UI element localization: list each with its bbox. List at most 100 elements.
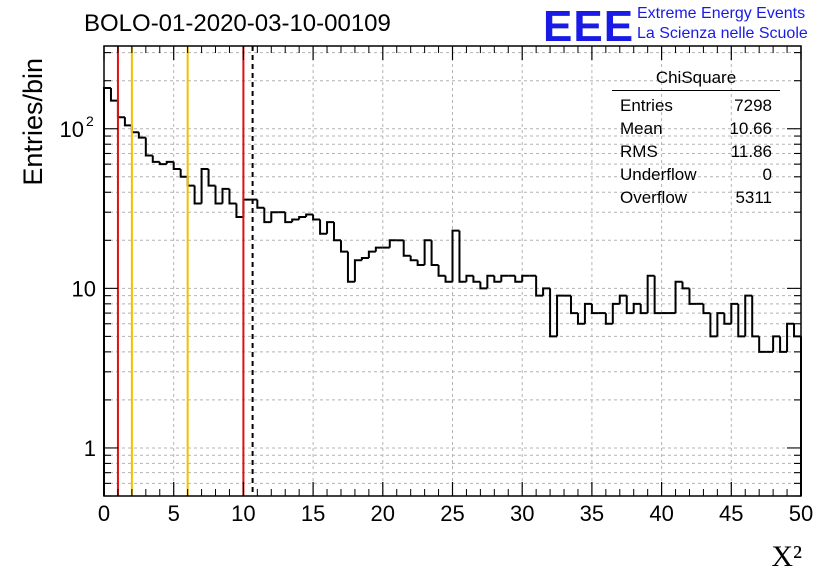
- histogram-bin: [214, 185, 223, 205]
- histogram-bin: [116, 100, 125, 119]
- stats-value: 10.66: [729, 119, 772, 138]
- histogram-bin: [430, 240, 439, 267]
- grid-lines: [104, 46, 801, 497]
- y-tick-label-exponent: 2: [86, 113, 94, 129]
- histogram-bin: [360, 256, 369, 261]
- histogram-bin: [207, 168, 216, 187]
- histogram-bin: [779, 336, 788, 353]
- eee-logo: EEE: [543, 2, 635, 51]
- histogram-bin: [569, 295, 578, 315]
- histogram-bin: [514, 275, 523, 283]
- histogram-bin: [716, 312, 725, 337]
- stats-label: Entries: [620, 96, 673, 115]
- histogram-bin: [744, 294, 753, 337]
- y-tick-label: 10: [72, 276, 96, 301]
- histogram-bin: [123, 117, 132, 127]
- histogram-bin: [437, 265, 446, 277]
- histogram-bin: [298, 215, 307, 220]
- histogram-bin: [179, 168, 188, 178]
- stats-label: Underflow: [620, 165, 697, 184]
- histogram-bin: [751, 295, 760, 338]
- x-tick-label: 20: [371, 501, 395, 526]
- histogram-bin: [109, 88, 118, 102]
- stats-row-overflow: Overflow 5311: [612, 186, 780, 209]
- histogram-bin: [353, 259, 362, 282]
- histogram-bin: [583, 302, 592, 324]
- x-tick-label: 35: [580, 501, 604, 526]
- stats-label: Overflow: [620, 188, 688, 207]
- stats-row-underflow: Underflow 0: [612, 163, 780, 186]
- histogram-bin: [186, 176, 195, 187]
- histogram-bin: [326, 221, 335, 234]
- histogram-bin: [200, 167, 209, 204]
- histogram-bin: [270, 211, 279, 223]
- histogram-bin: [333, 222, 341, 242]
- stats-label: RMS: [620, 142, 658, 161]
- x-tick-label: 30: [510, 501, 534, 526]
- histogram-bin: [653, 275, 662, 315]
- histogram-bin: [723, 313, 732, 325]
- marker-lines: [116, 46, 254, 496]
- x-axis-label: X²: [771, 540, 802, 572]
- axis-ticks: [103, 46, 802, 497]
- histogram-bin: [465, 274, 474, 282]
- stats-divider: [612, 90, 780, 91]
- x-tick-label: 25: [440, 501, 464, 526]
- stats-title: ChiSquare: [655, 68, 737, 87]
- histogram-bin: [758, 336, 767, 353]
- histogram-bin: [639, 303, 648, 315]
- histogram-bin: [416, 260, 425, 267]
- x-tick-label: 15: [301, 501, 325, 526]
- stats-box: ChiSquare Entries 7298 Mean 10.66 RMS 11…: [612, 68, 780, 209]
- chart-title: BOLO-01-2020-03-10-00109: [84, 10, 391, 37]
- histogram-bin: [137, 132, 146, 139]
- x-tick-label: 5: [168, 501, 180, 526]
- histogram-bin: [374, 246, 383, 252]
- histogram-bin: [158, 161, 167, 166]
- stats-row-rms: RMS 11.86: [612, 140, 780, 163]
- x-tick-label: 45: [719, 501, 743, 526]
- stats-row-entries: Entries 7298: [612, 94, 780, 117]
- histogram-bin: [423, 239, 432, 266]
- histogram-bin: [228, 188, 237, 205]
- histogram-bin: [339, 240, 348, 253]
- histogram-bin: [291, 218, 300, 223]
- x-tick-label: 50: [789, 501, 813, 526]
- histogram-bin: [604, 313, 613, 325]
- histogram-bin: [319, 219, 328, 235]
- x-tick-label: 40: [649, 501, 673, 526]
- histogram-bin: [493, 275, 502, 283]
- histogram-bin: [646, 274, 655, 314]
- histogram-bin: [402, 240, 411, 257]
- histogram-bin: [444, 275, 453, 283]
- stats-value: 0: [762, 165, 772, 184]
- histogram-bin: [256, 199, 265, 209]
- histogram-bin: [611, 302, 620, 324]
- histogram-bin: [451, 229, 460, 282]
- histogram-bin: [221, 187, 230, 204]
- histogram-bin: [409, 255, 418, 262]
- histogram-bin: [479, 281, 488, 290]
- x-tick-label: 0: [98, 501, 110, 526]
- histogram-bin: [681, 281, 690, 290]
- histogram-bin: [242, 198, 251, 217]
- histogram-bin: [388, 239, 397, 248]
- stats-value: 7298: [734, 96, 772, 115]
- y-axis-label: Entries/bin: [18, 58, 48, 186]
- histogram-bin: [312, 214, 321, 221]
- logo-line-1: Extreme Energy Events: [637, 5, 806, 22]
- histogram-bin: [165, 160, 174, 165]
- histogram-bin: [151, 155, 160, 163]
- histogram-bin: [793, 323, 801, 338]
- histogram-bin: [576, 313, 585, 325]
- histogram-bin: [625, 295, 634, 315]
- histogram-bin: [674, 280, 683, 314]
- histogram-bin: [500, 274, 509, 282]
- histogram-bin: [556, 294, 565, 337]
- histogram-bin: [305, 213, 314, 217]
- histogram-bin: [235, 203, 244, 218]
- histogram-bin: [786, 322, 795, 352]
- histogram-bin: [688, 288, 697, 305]
